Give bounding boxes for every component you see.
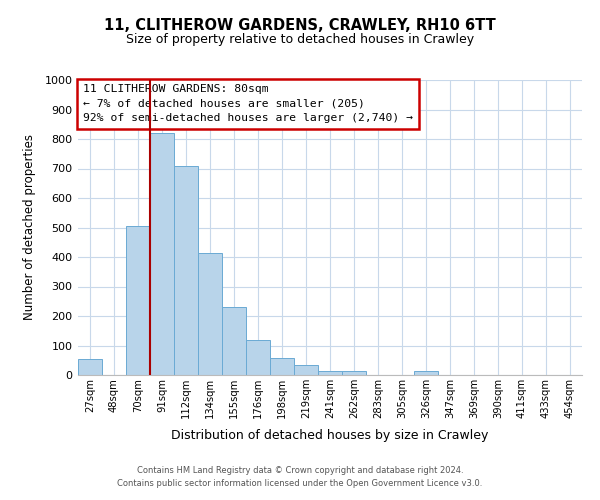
Bar (246, 340, 270, 375)
Text: 11, CLITHEROW GARDENS, CRAWLEY, RH10 6TT: 11, CLITHEROW GARDENS, CRAWLEY, RH10 6TT (104, 18, 496, 32)
Text: Size of property relative to detached houses in Crawley: Size of property relative to detached ho… (126, 32, 474, 46)
X-axis label: Distribution of detached houses by size in Crawley: Distribution of detached houses by size … (172, 430, 488, 442)
Bar (414, 372, 438, 375)
Bar (294, 364, 318, 375)
Bar (174, 166, 198, 375)
Bar (126, 226, 150, 375)
Text: Contains HM Land Registry data © Crown copyright and database right 2024.
Contai: Contains HM Land Registry data © Crown c… (118, 466, 482, 487)
Y-axis label: Number of detached properties: Number of detached properties (23, 134, 36, 320)
Text: 11 CLITHEROW GARDENS: 80sqm
← 7% of detached houses are smaller (205)
92% of sem: 11 CLITHEROW GARDENS: 80sqm ← 7% of deta… (83, 84, 413, 123)
Bar (150, 133, 174, 375)
Bar (270, 358, 294, 375)
Bar (342, 372, 366, 375)
Bar (222, 307, 246, 375)
Bar (198, 252, 222, 375)
Bar (78, 359, 102, 375)
Bar (318, 372, 342, 375)
